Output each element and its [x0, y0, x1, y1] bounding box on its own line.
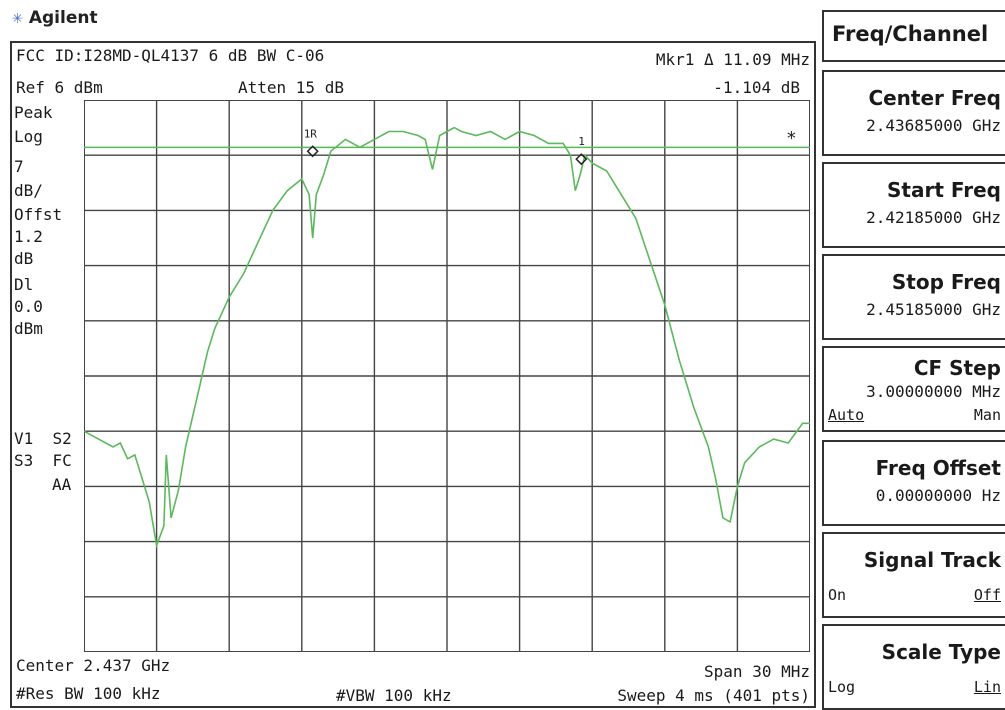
delta-marker: 1 [575, 135, 588, 166]
center-frequency: Center 2.437 GHz [16, 656, 171, 675]
reference-marker: 1R [304, 127, 319, 158]
cf-step-auto-option: Auto [828, 406, 865, 424]
freq-offset-label: Freq Offset [875, 456, 1001, 480]
cf-step-value: 3.00000000 MHz [866, 382, 1001, 401]
spectrum-trace [84, 126, 810, 549]
center-freq-label: Center Freq [868, 86, 1001, 110]
sweep-time: Sweep 4 ms (401 pts) [617, 686, 810, 705]
attenuation: Atten 15 dB [238, 78, 344, 97]
resolution-bandwidth: #Res BW 100 kHz [16, 684, 161, 703]
reference-marker-label: 1R [304, 127, 318, 140]
offset-value: 1.2 [14, 227, 43, 246]
scale-value: 7 [14, 157, 24, 176]
display-line-label: Dl [14, 275, 34, 294]
marker-delta-amplitude: -1.104 dB [713, 78, 800, 97]
scale-type-softkey[interactable]: Scale Type Log Lin [822, 624, 1005, 710]
signal-track-off-option: Off [973, 586, 1001, 604]
signal-track-softkey[interactable]: Signal Track On Off [822, 532, 1005, 618]
detector-peak: Peak [14, 103, 53, 122]
start-freq-value: 2.42185000 GHz [866, 208, 1001, 227]
trace-status-s3fc: S3 FC [14, 451, 72, 470]
offset-unit: dB [14, 249, 34, 268]
freq-offset-softkey[interactable]: Freq Offset 0.00000000 Hz [822, 440, 1005, 526]
trace-status-v1s2: V1 S2 [14, 429, 72, 448]
brand-name: Agilent [28, 8, 98, 28]
cf-step-softkey[interactable]: CF Step 3.00000000 MHz Auto Man [822, 346, 1005, 432]
agilent-spark-icon: ✳ [12, 7, 23, 28]
offset-label: Offst [14, 205, 63, 224]
display-line-value: 0.0 [14, 297, 43, 316]
center-freq-softkey[interactable]: Center Freq 2.43685000 GHz [822, 70, 1005, 156]
signal-track-label: Signal Track [863, 548, 1001, 572]
display-line-unit: dBm [14, 319, 43, 338]
spectrum-plot: 1R 1 * [84, 100, 810, 652]
delta-marker-label: 1 [578, 135, 585, 148]
agilent-logo: ✳ Agilent [12, 6, 98, 30]
video-bandwidth: #VBW 100 kHz [336, 686, 452, 705]
center-freq-value: 2.43685000 GHz [866, 116, 1001, 135]
freq-offset-value: 0.00000000 Hz [875, 486, 1001, 505]
scale-unit: dB/ [14, 181, 43, 200]
scale-type-label: Scale Type [881, 640, 1001, 664]
stop-freq-label: Stop Freq [891, 270, 1001, 294]
scale-type-log-option: Log [828, 678, 856, 696]
display-title: FCC ID:I28MD-QL4137 6 dB BW C-06 [16, 46, 325, 65]
span: Span 30 MHz [704, 662, 810, 681]
menu-title: Freq/Channel [822, 10, 1005, 62]
marker-star-icon: * [786, 128, 797, 149]
cf-step-label: CF Step [913, 356, 1001, 380]
scale-type-lin-option: Lin [973, 678, 1001, 696]
ref-level: Ref 6 dBm [16, 78, 103, 97]
graticule [84, 100, 810, 652]
cf-step-man-option: Man [973, 406, 1001, 424]
scale-log: Log [14, 127, 43, 146]
marker-readout: Mkr1 Δ 11.09 MHz [655, 50, 810, 69]
start-freq-label: Start Freq [887, 178, 1001, 202]
signal-track-on-option: On [828, 586, 847, 604]
start-freq-softkey[interactable]: Start Freq 2.42185000 GHz [822, 162, 1005, 248]
stop-freq-value: 2.45185000 GHz [866, 300, 1001, 319]
softkey-panel: Freq/Channel Center Freq 2.43685000 GHz … [822, 4, 1005, 710]
stop-freq-softkey[interactable]: Stop Freq 2.45185000 GHz [822, 254, 1005, 340]
trace-status-aa: AA [52, 475, 72, 494]
